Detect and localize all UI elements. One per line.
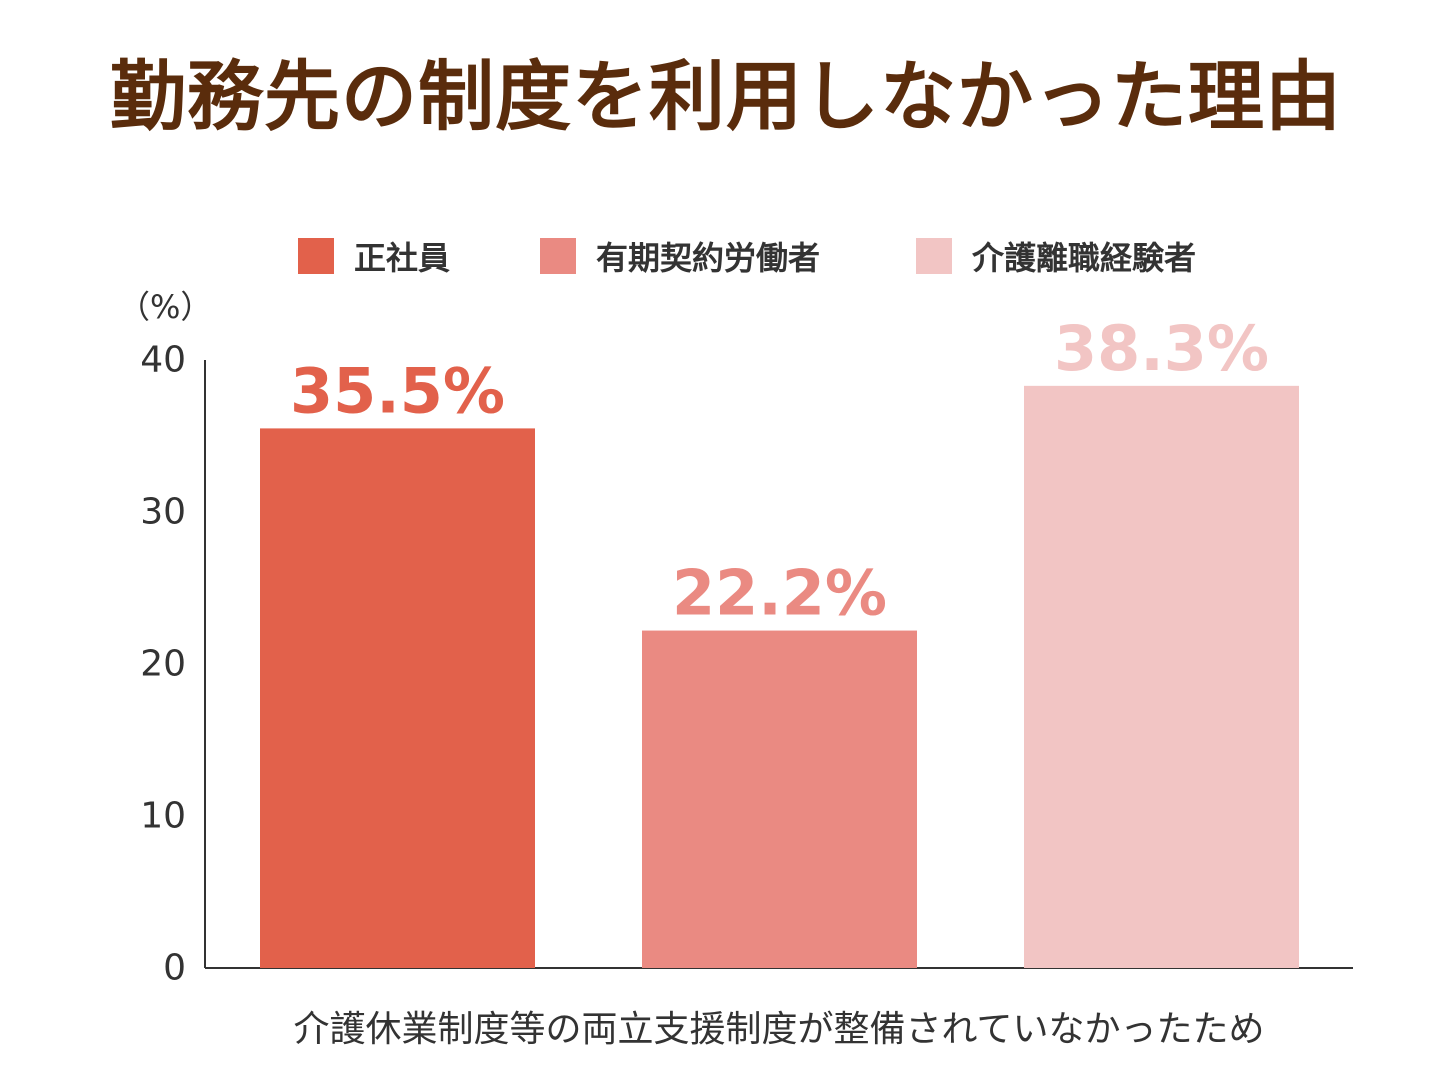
y-tick-label: 30 <box>140 492 186 533</box>
legend-swatch-seishain <box>298 238 334 274</box>
legend: 正社員 有期契約労働者 介護離職経験者 <box>0 232 1452 280</box>
y-tick-label: 20 <box>140 644 186 685</box>
legend-swatch-kaigo-rishoku <box>916 238 952 274</box>
legend-item-kaigo-rishoku: 介護離職経験者 <box>916 232 1196 280</box>
legend-item-yuki-keiyaku: 有期契約労働者 <box>540 232 820 280</box>
bar <box>260 428 535 968</box>
data-label: 35.5% <box>290 354 505 427</box>
legend-swatch-yuki-keiyaku <box>540 238 576 274</box>
x-category-label: 介護休業制度等の両立支援制度が整備されていなかったため <box>293 1009 1265 1050</box>
legend-label-yuki-keiyaku: 有期契約労働者 <box>596 239 821 277</box>
chart-title: 勤務先の制度を利用しなかった理由 <box>110 52 1342 141</box>
y-tick-label: 10 <box>140 796 186 837</box>
y-tick-label: 0 <box>163 948 186 989</box>
legend-item-seishain: 正社員 <box>298 232 450 280</box>
bar <box>1024 385 1299 969</box>
legend-label-seishain: 正社員 <box>354 239 451 277</box>
bar <box>642 630 917 968</box>
data-label: 38.3% <box>1054 312 1269 385</box>
y-tick-label: 40 <box>140 340 186 381</box>
y-axis-unit-label: （%） <box>118 288 213 326</box>
data-label: 22.2% <box>672 557 887 630</box>
legend-label-kaigo-rishoku: 介護離職経験者 <box>972 239 1197 277</box>
